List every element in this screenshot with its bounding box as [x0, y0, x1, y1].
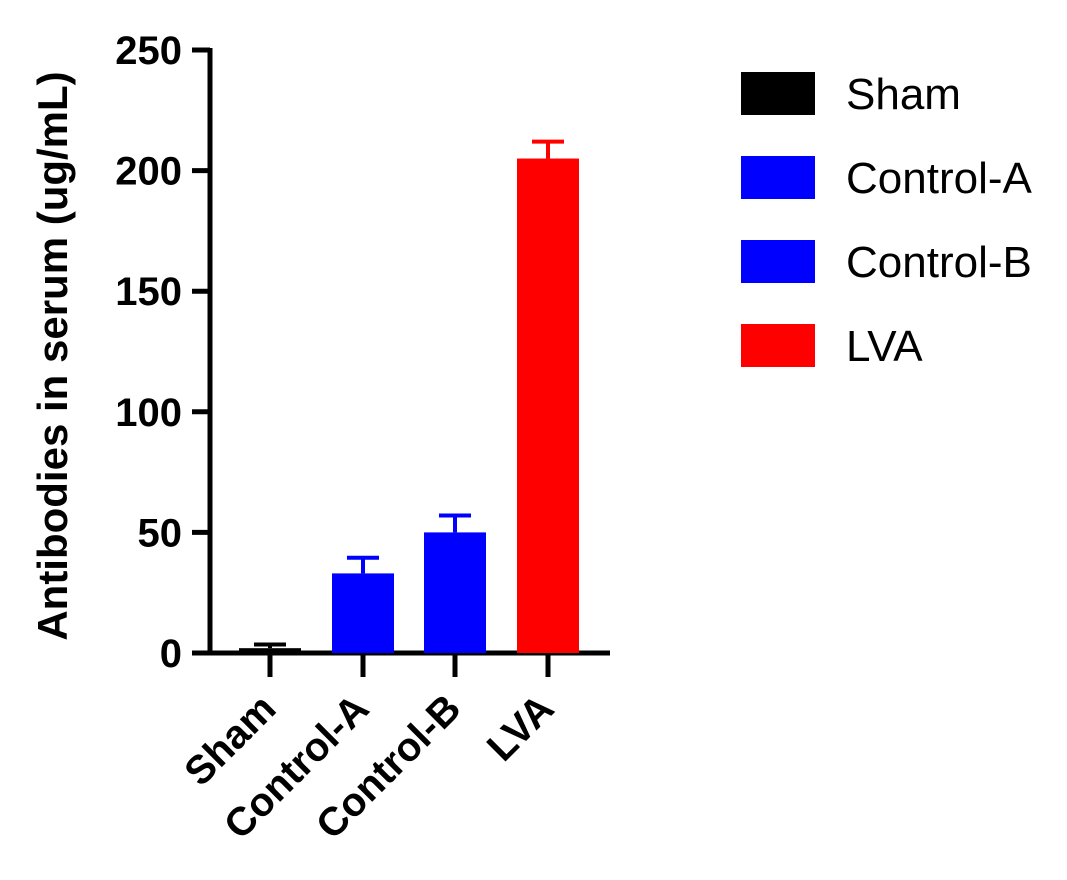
legend-swatch [741, 324, 815, 367]
bar-control-b [424, 532, 486, 653]
legend-swatch [741, 72, 815, 115]
legend-swatch [741, 156, 815, 199]
y-tick-label: 0 [160, 632, 182, 676]
bar-lva [517, 158, 579, 654]
bars [239, 158, 579, 654]
legend-label: Sham [846, 70, 961, 119]
y-tick-label: 150 [115, 270, 182, 314]
y-axis-title: Antibodies in serum (ug/mL) [29, 71, 76, 640]
y-tick-label: 200 [115, 150, 182, 194]
y-ticks: 0 50 100 150 200 250 [115, 29, 210, 676]
y-tick-label: 100 [115, 391, 182, 435]
error-bars [254, 139, 564, 649]
y-tick-label: 250 [115, 29, 182, 73]
bar-control-a [332, 573, 394, 653]
legend: Sham Control-A Control-B LVA [741, 70, 1032, 371]
legend-label: Control-A [846, 154, 1032, 203]
x-tick-label: LVA [479, 686, 562, 769]
legend-label: LVA [846, 322, 923, 371]
legend-label: Control-B [846, 238, 1032, 287]
bar-sham [239, 648, 301, 653]
y-tick-label: 50 [138, 511, 183, 555]
legend-swatch [741, 240, 815, 283]
